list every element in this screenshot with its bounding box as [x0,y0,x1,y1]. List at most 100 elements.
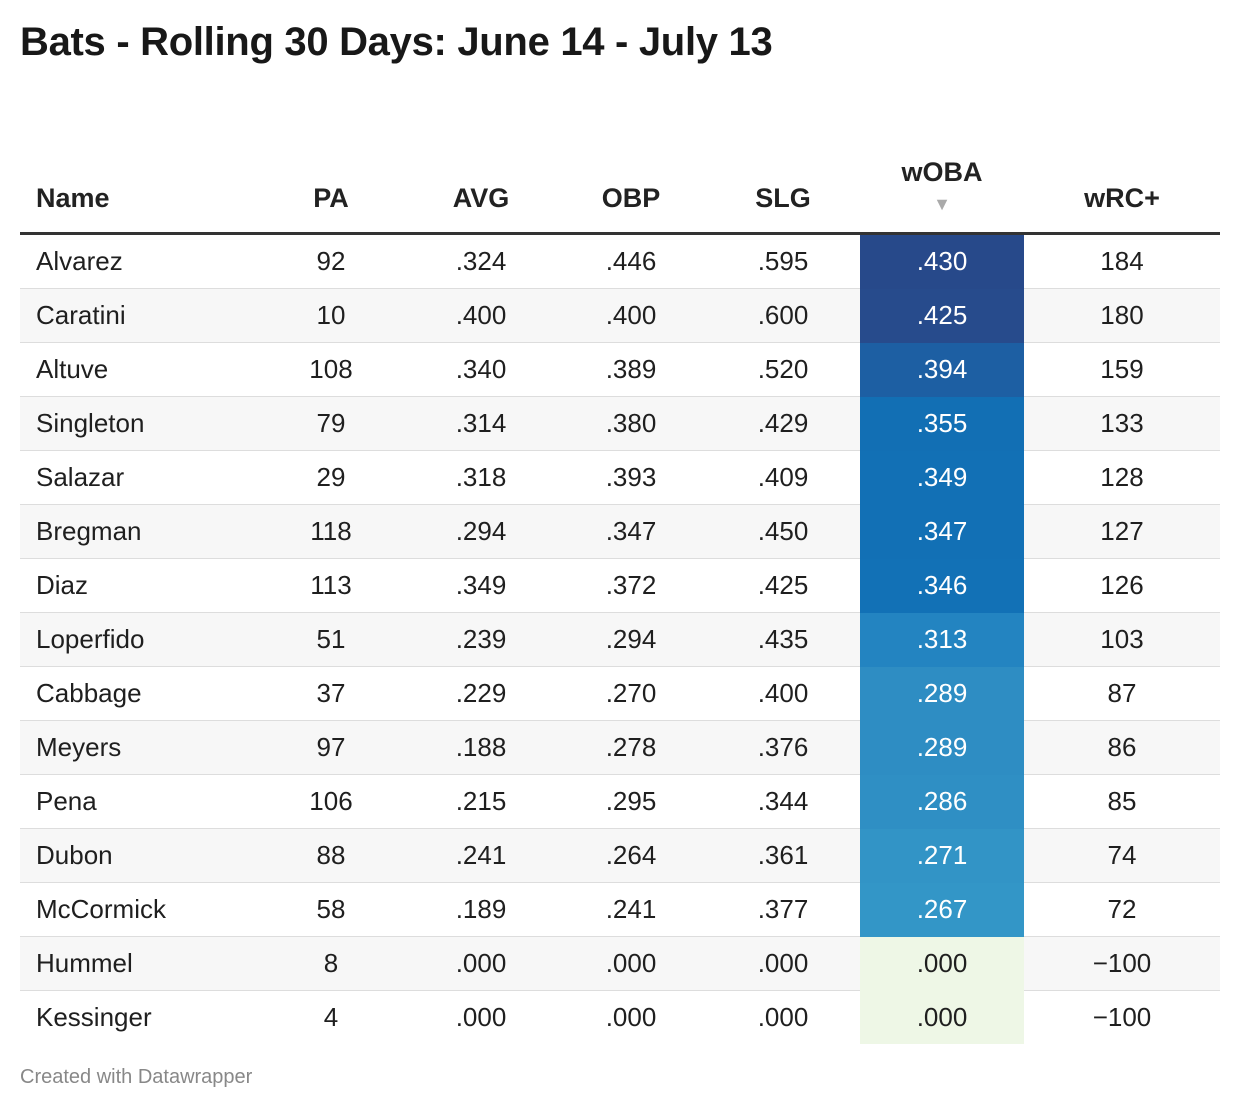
cell-slg: .520 [706,342,860,397]
cell-slg: .000 [706,936,860,991]
cell-avg: .318 [406,450,556,505]
cell-avg: .239 [406,612,556,667]
column-header-pa[interactable]: PA [256,118,406,235]
cell-avg: .229 [406,666,556,721]
cell-obp: .295 [556,774,706,829]
cell-woba: .000 [860,990,1024,1044]
cell-wrc-plus: 133 [1024,396,1220,451]
cell-avg: .188 [406,720,556,775]
cell-slg: .409 [706,450,860,505]
cell-wrc-plus: 126 [1024,558,1220,613]
cell-avg: .189 [406,882,556,937]
cell-slg: .376 [706,720,860,775]
cell-pa: 79 [256,396,406,451]
cell-name: McCormick [20,882,256,937]
cell-slg: .450 [706,504,860,559]
cell-wrc-plus: 86 [1024,720,1220,775]
footer-credit: Created with Datawrapper [20,1066,253,1088]
cell-avg: .340 [406,342,556,397]
sort-descending-icon: ▼ [933,194,951,214]
cell-obp: .347 [556,504,706,559]
cell-wrc-plus: 184 [1024,233,1220,289]
cell-pa: 113 [256,558,406,613]
cell-pa: 97 [256,720,406,775]
cell-wrc-plus: −100 [1024,936,1220,991]
table-row: Cabbage 37.229.270.400.289 87 [20,666,1220,721]
column-header-name[interactable]: Name [20,118,256,235]
cell-slg: .361 [706,828,860,883]
cell-obp: .000 [605,1002,657,1032]
cell-obp: .389 [556,342,706,397]
table-row: Hummel 8.000.000.000.000 −100 [20,936,1220,991]
cell-wrc-plus: 85 [1024,774,1220,829]
cell-wrc-plus: 159 [1024,342,1220,397]
cell-pa: 118 [256,504,406,559]
cell-name: Hummel [20,936,256,991]
cell-avg: .000 [455,1002,507,1032]
cell-obp: .372 [556,558,706,613]
cell-pa: 88 [256,828,406,883]
column-header-slg[interactable]: SLG [706,118,860,235]
cell-name: Meyers [20,720,256,775]
cell-pa: 51 [256,612,406,667]
cell-name: Dubon [20,828,256,883]
cell-wrc-plus: 103 [1024,612,1220,667]
cell-wrc-plus: −100 [1092,1002,1152,1032]
cell-name: Alvarez [20,233,256,289]
cell-woba: .394 [860,342,1024,397]
cell-pa: 37 [256,666,406,721]
cell-pa: 4 [323,1002,339,1032]
cell-woba: .313 [860,612,1024,667]
column-header-wrc-plus[interactable]: wRC+ [1024,118,1220,235]
cell-pa: 10 [256,288,406,343]
cell-obp: .446 [556,233,706,289]
cell-woba: .349 [860,450,1024,505]
cell-woba: .430 [860,233,1024,289]
table-row: Meyers 97.188.278.376.289 86 [20,720,1220,775]
chart-title: Bats - Rolling 30 Days: June 14 - July 1… [20,20,773,64]
cell-avg: .294 [406,504,556,559]
cell-name: Diaz [20,558,256,613]
cell-avg: .324 [406,233,556,289]
column-header-woba[interactable]: wOBA ▼ [860,118,1024,235]
table-row: Singleton 79.314.380.429.355 133 [20,396,1220,451]
cell-wrc-plus: 127 [1024,504,1220,559]
table-body: Alvarez 92.324.446.595.430 184 Caratini 10.4… [20,233,1220,1044]
column-header-woba-label: wOBA [901,157,983,187]
cell-name: Caratini [20,288,256,343]
cell-avg: .349 [406,558,556,613]
cell-obp: .393 [556,450,706,505]
cell-wrc-plus: 128 [1024,450,1220,505]
cell-avg: .400 [406,288,556,343]
cell-pa: 106 [256,774,406,829]
cell-woba: .286 [860,774,1024,829]
table-row: McCormick 58.189.241.377.267 72 [20,882,1220,937]
cell-obp: .294 [556,612,706,667]
table-row: Caratini 10.400.400.600.425 180 [20,288,1220,343]
table-row: Diaz 113.349.372.425.346 126 [20,558,1220,613]
cell-avg: .241 [406,828,556,883]
cell-slg: .429 [706,396,860,451]
cell-avg: .000 [406,936,556,991]
cell-name: Loperfido [20,612,256,667]
cell-pa: 8 [256,936,406,991]
cell-woba: .271 [860,828,1024,883]
cell-pa: 108 [256,342,406,397]
cell-slg: .425 [706,558,860,613]
cell-obp: .264 [556,828,706,883]
cell-name: Salazar [20,450,256,505]
stats-table-container: Name PA AVG OBP SLG wOBA ▼ wRC+ Alvarez 9… [20,118,1220,1044]
column-header-obp[interactable]: OBP [556,118,706,235]
table-row: Bregman 118.294.347.450.347 127 [20,504,1220,559]
cell-woba: .347 [860,504,1024,559]
cell-slg: .000 [757,1002,809,1032]
cell-woba: .267 [860,882,1024,937]
cell-wrc-plus: 87 [1024,666,1220,721]
cell-obp: .278 [556,720,706,775]
column-header-avg[interactable]: AVG [406,118,556,235]
cell-name: Cabbage [20,666,256,721]
cell-avg: .314 [406,396,556,451]
table-row: Salazar 29.318.393.409.349 128 [20,450,1220,505]
cell-slg: .400 [706,666,860,721]
cell-woba: .289 [860,720,1024,775]
